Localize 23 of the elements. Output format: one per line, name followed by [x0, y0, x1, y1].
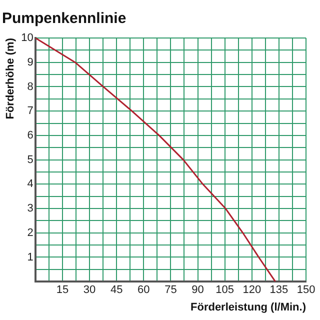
y-tick-label: 10: [21, 32, 34, 44]
y-tick-label: 3: [27, 202, 34, 215]
y-tick-label: 1: [27, 251, 34, 264]
y-axis-title: Förderhöhe (m): [4, 38, 17, 120]
x-tick-label: 30: [83, 284, 96, 296]
x-tick-label: 120: [242, 284, 262, 296]
x-tick-label: 45: [110, 284, 123, 296]
x-axis-title: Förderleistung (l/Min.): [190, 301, 306, 314]
y-tick-label: 4: [27, 178, 34, 190]
chart-title: Pumpenkennlinie: [2, 10, 126, 28]
x-tick-label: 90: [192, 284, 204, 296]
y-tick-label: 5: [27, 154, 34, 166]
y-tick-label: 6: [27, 129, 34, 142]
x-tick-label: 105: [216, 284, 234, 296]
x-tick-label: 15: [56, 284, 69, 296]
x-tick-label: 60: [138, 284, 150, 296]
x-tick-label: 135: [270, 284, 288, 296]
y-tick-label: 8: [27, 80, 34, 93]
y-tick-label: 9: [27, 56, 34, 68]
y-tick-label: 2: [27, 226, 34, 239]
x-tick-label: 75: [164, 284, 177, 296]
y-tick-label: 7: [27, 105, 34, 118]
x-tick-label: 150: [296, 284, 316, 296]
